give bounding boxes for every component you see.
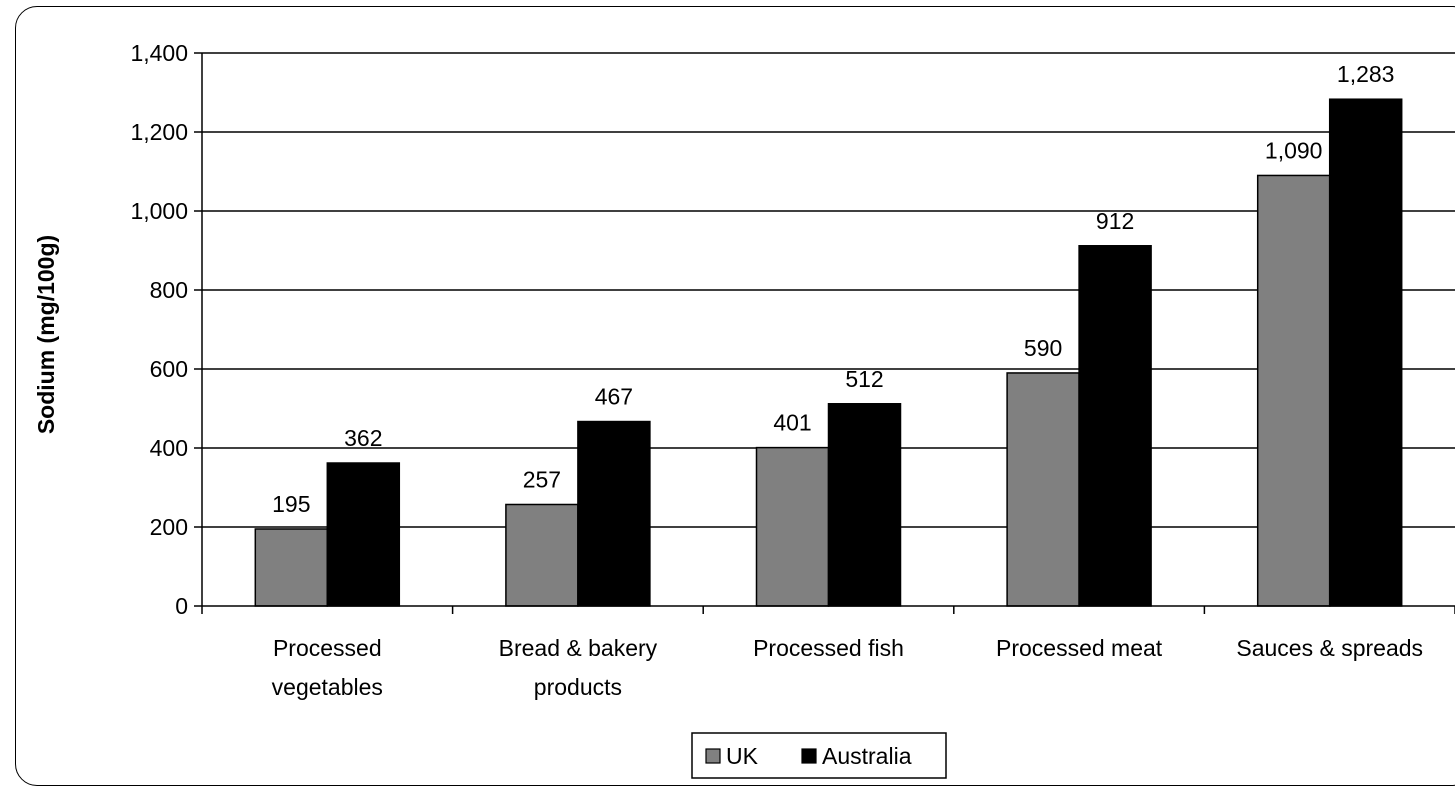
y-axis-title: Sodium (mg/100g) (33, 235, 59, 434)
y-tick-label: 1,000 (130, 198, 188, 224)
bar (755, 446, 830, 607)
bar (1006, 372, 1080, 607)
bar (577, 420, 651, 607)
bar (326, 462, 401, 607)
bar (505, 503, 579, 607)
legend-swatch (705, 748, 721, 764)
data-label: 195 (272, 491, 310, 517)
y-tick-label: 600 (150, 356, 188, 382)
x-tick-label: products (534, 674, 622, 700)
bars (254, 98, 1403, 607)
x-tick-label: Sauces & spreads (1236, 635, 1423, 661)
x-tick-label: Processed meat (996, 635, 1163, 661)
bar (827, 403, 902, 607)
data-label: 512 (845, 366, 883, 392)
y-tick-label: 200 (150, 514, 188, 540)
data-label: 1,283 (1337, 61, 1395, 87)
labels: 0 200 400 600 800 1,000 1,200 1,400 195 362 Proces… (33, 40, 1423, 700)
y-tick-label: 1,400 (130, 40, 188, 66)
legend-entry: Australia (822, 743, 912, 769)
chart-frame (15, 6, 1455, 786)
data-label: 257 (523, 466, 561, 492)
y-tick-label: 0 (175, 593, 188, 619)
x-tick-label: Bread & bakery (499, 635, 658, 661)
x-tick-label: vegetables (272, 674, 383, 700)
legend: UK Australia (691, 732, 947, 779)
legend-swatch (801, 748, 817, 764)
x-tick-label: Processed fish (753, 635, 904, 661)
legend-box (691, 732, 947, 779)
data-label: 362 (344, 425, 382, 451)
axes (194, 52, 1455, 614)
bar (1078, 245, 1152, 607)
legend-entry: UK (726, 743, 759, 769)
bar (1328, 98, 1403, 607)
y-tick-label: 400 (150, 435, 188, 461)
data-label: 467 (595, 384, 633, 410)
y-tick-label: 800 (150, 277, 188, 303)
data-label: 590 (1024, 335, 1062, 361)
bar (254, 528, 329, 607)
x-tick-label: Processed (273, 635, 382, 661)
data-label: 401 (773, 410, 811, 436)
data-label: 912 (1096, 208, 1134, 234)
bar (1256, 174, 1331, 607)
y-tick-label: 1,200 (130, 119, 188, 145)
data-label: 1,090 (1265, 137, 1323, 163)
